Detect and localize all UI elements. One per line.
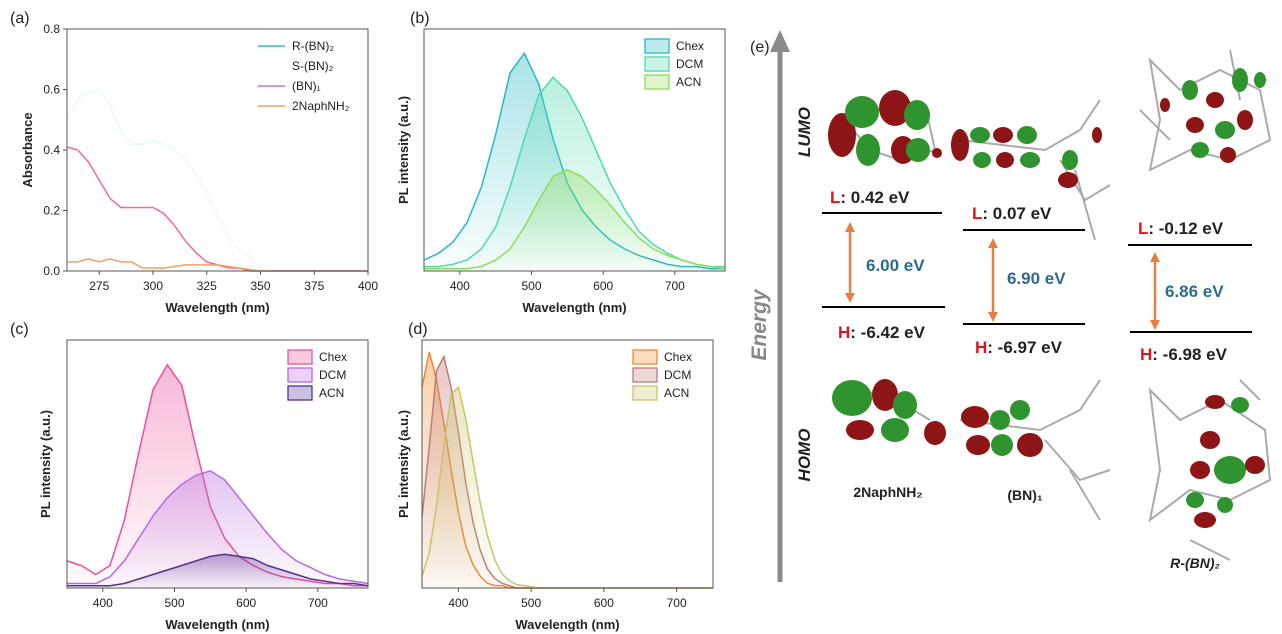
lumo-value: : -0.12 eV bbox=[1148, 219, 1223, 238]
molecule-name: 2NaphNH₂ bbox=[853, 484, 922, 500]
y-tick-label: 0.8 bbox=[43, 22, 60, 36]
x-tick-label: 600 bbox=[593, 279, 613, 293]
lumo-value: : 0.42 eV bbox=[840, 188, 910, 207]
energy-label: Energy bbox=[748, 288, 771, 361]
series-line bbox=[67, 259, 368, 271]
x-tick-label: 600 bbox=[236, 596, 256, 610]
homo-letter: H bbox=[838, 323, 850, 342]
panel-label: (a) bbox=[10, 10, 30, 27]
homo-label: HOMO bbox=[795, 429, 814, 482]
homo-energy: H: -6.98 eV bbox=[1140, 345, 1228, 364]
x-tick-label: 400 bbox=[93, 596, 113, 610]
x-tick-label: 350 bbox=[250, 279, 270, 293]
lumo-energy: L: 0.42 eV bbox=[830, 188, 910, 207]
x-tick-label: 375 bbox=[304, 279, 324, 293]
lumo-energy: L: 0.07 eV bbox=[972, 204, 1052, 223]
panel-label: (e) bbox=[750, 39, 770, 56]
legend-label: ACN bbox=[319, 386, 344, 400]
homo-energy: H: -6.42 eV bbox=[838, 323, 926, 342]
legend-label: Chex bbox=[676, 39, 704, 53]
legend-swatch bbox=[633, 386, 657, 400]
legend-label: ACN bbox=[676, 75, 701, 89]
y-axis-title: PL intensity (a.u.) bbox=[38, 410, 53, 518]
y-tick-label: 0.0 bbox=[43, 264, 60, 278]
x-tick-label: 400 bbox=[448, 596, 468, 610]
legend-label: ACN bbox=[664, 386, 689, 400]
x-tick-label: 325 bbox=[197, 279, 217, 293]
x-tick-label: 500 bbox=[164, 596, 184, 610]
lumo-letter: L bbox=[1138, 219, 1148, 238]
homo-value: : -6.98 eV bbox=[1152, 345, 1227, 364]
x-tick-label: 700 bbox=[667, 596, 687, 610]
legend-label: R-(BN)₂ bbox=[292, 39, 334, 53]
legend-label: Chex bbox=[664, 350, 692, 364]
spectra-panels: (a) 275 300 325 350 375 400 0.0 0.2 0.4 0.6 0.8 Wave… bbox=[10, 10, 725, 632]
lumo-label: LUMO bbox=[795, 107, 814, 157]
y-tick-label: 0.6 bbox=[43, 83, 60, 97]
legend-swatch bbox=[645, 57, 669, 71]
x-tick-label: 300 bbox=[143, 279, 163, 293]
molecule-name: (BN)₁ bbox=[1007, 487, 1043, 503]
x-tick-label: 700 bbox=[308, 596, 328, 610]
x-tick-label: 700 bbox=[665, 279, 685, 293]
panel-label: (b) bbox=[410, 10, 430, 27]
legend-label: 2NaphNH₂ bbox=[292, 99, 350, 113]
series-line bbox=[67, 90, 368, 272]
x-tick-label: 275 bbox=[89, 279, 109, 293]
legend-swatch bbox=[645, 75, 669, 89]
x-axis-title: Wavelength (nm) bbox=[515, 617, 619, 632]
x-tick-label: 400 bbox=[450, 279, 470, 293]
legend-swatch bbox=[288, 386, 312, 400]
gap-value: 6.86 eV bbox=[1165, 282, 1224, 301]
homo-value: : -6.42 eV bbox=[850, 323, 925, 342]
legend-label: S-(BN)₂ bbox=[292, 59, 334, 73]
legend-label: DCM bbox=[319, 368, 346, 382]
homo-letter: H bbox=[1140, 345, 1152, 364]
energy-diagram: (e) Energy LUMO HOMO bbox=[748, 30, 1270, 582]
lumo-letter: L bbox=[972, 204, 982, 223]
homo-letter: H bbox=[975, 338, 987, 357]
panel-label: (d) bbox=[408, 321, 428, 338]
x-axis-title: Wavelength (nm) bbox=[165, 300, 269, 315]
series-line bbox=[67, 90, 368, 272]
y-axis-title: PL intensity (a.u.) bbox=[396, 410, 411, 518]
legend-label: (BN)₁ bbox=[292, 79, 321, 93]
y-axis-title: Absorbance bbox=[20, 112, 35, 187]
x-tick-label: 500 bbox=[521, 596, 541, 610]
legend-swatch bbox=[633, 368, 657, 382]
x-axis-title: Wavelength (nm) bbox=[165, 617, 269, 632]
series-line bbox=[67, 147, 368, 271]
figure: (a) 275 300 325 350 375 400 0.0 0.2 0.4 0.6 0.8 Wave… bbox=[0, 0, 1282, 634]
legend-swatch bbox=[645, 39, 669, 53]
legend-swatch bbox=[633, 350, 657, 364]
homo-value: : -6.97 eV bbox=[987, 338, 1062, 357]
x-tick-label: 400 bbox=[358, 279, 378, 293]
molecule-name: R-(BN)₂ bbox=[1170, 555, 1220, 571]
x-tick-label: 500 bbox=[521, 279, 541, 293]
panel-label: (c) bbox=[10, 321, 29, 338]
gap-value: 6.00 eV bbox=[866, 256, 925, 275]
legend-swatch bbox=[288, 368, 312, 382]
x-tick-label: 600 bbox=[594, 596, 614, 610]
legend-label: DCM bbox=[676, 57, 703, 71]
y-axis-title: PL intensity (a.u.) bbox=[396, 96, 411, 204]
y-tick-label: 0.2 bbox=[43, 204, 60, 218]
lumo-value: : 0.07 eV bbox=[982, 204, 1052, 223]
legend-label: Chex bbox=[319, 350, 347, 364]
x-axis-title: Wavelength (nm) bbox=[522, 300, 626, 315]
legend-label: DCM bbox=[664, 368, 691, 382]
lumo-energy: L: -0.12 eV bbox=[1138, 219, 1224, 238]
gap-value: 6.90 eV bbox=[1007, 269, 1066, 288]
energy-arrow-head bbox=[770, 30, 790, 52]
homo-energy: H: -6.97 eV bbox=[975, 338, 1063, 357]
legend-swatch bbox=[288, 350, 312, 364]
y-tick-label: 0.4 bbox=[43, 143, 60, 157]
lumo-letter: L bbox=[830, 188, 840, 207]
